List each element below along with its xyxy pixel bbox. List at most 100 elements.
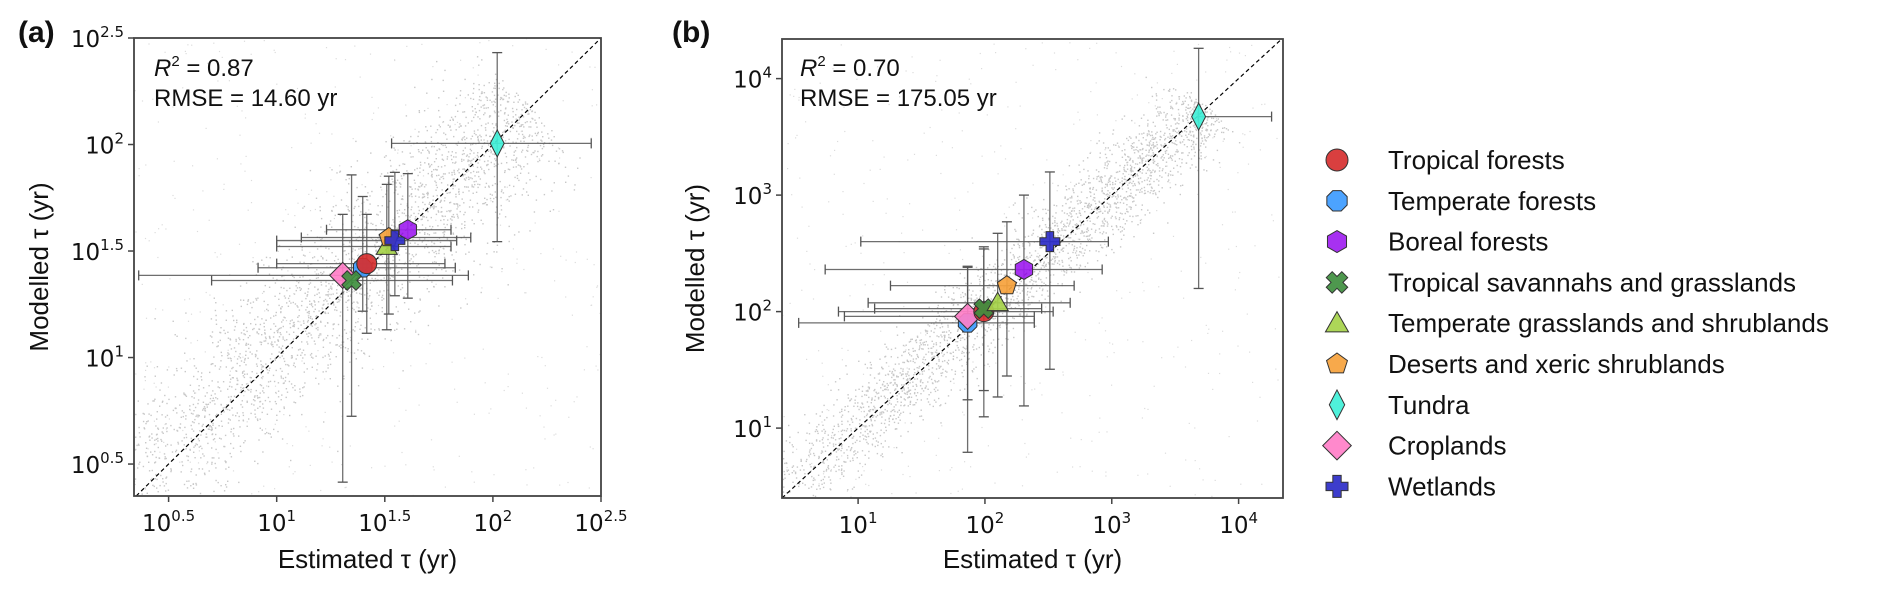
cloud-point — [856, 439, 858, 442]
cloud-point — [947, 359, 950, 362]
cloud-point — [1148, 131, 1150, 133]
cloud-point — [988, 324, 990, 326]
cloud-point — [189, 461, 191, 463]
cloud-point — [233, 356, 236, 358]
cloud-point — [440, 143, 443, 146]
cloud-point — [438, 250, 440, 252]
cloud-point — [1096, 217, 1098, 219]
cloud-point — [463, 235, 465, 237]
cloud-point — [186, 480, 188, 482]
cloud-point — [599, 312, 601, 314]
cloud-point — [233, 329, 236, 331]
cloud-point — [438, 148, 440, 150]
cloud-point — [979, 276, 982, 278]
cloud-point — [1196, 137, 1198, 140]
cloud-point — [536, 155, 538, 158]
cloud-point — [516, 157, 518, 159]
cloud-point — [818, 455, 820, 458]
cloud-point — [916, 392, 919, 394]
cloud-point — [1220, 120, 1223, 122]
cloud-point — [971, 370, 973, 372]
cloud-point — [359, 76, 361, 78]
data-markers — [329, 128, 505, 291]
cloud-point — [453, 203, 455, 205]
cloud-point — [548, 137, 550, 139]
cloud-point — [1165, 149, 1168, 152]
cloud-point — [435, 252, 438, 255]
cloud-point — [1121, 150, 1123, 152]
cloud-point — [464, 169, 466, 171]
cloud-point — [394, 425, 396, 427]
cloud-point — [1169, 170, 1172, 172]
cloud-point — [417, 220, 419, 223]
cloud-point — [1170, 114, 1173, 116]
cloud-point — [486, 253, 488, 255]
cloud-point — [235, 415, 237, 417]
tick-exponent: 2 — [114, 130, 124, 148]
cloud-point — [1150, 147, 1152, 150]
cloud-point — [346, 291, 348, 293]
cloud-point — [306, 321, 309, 323]
cloud-point — [238, 481, 240, 484]
cloud-point — [472, 206, 474, 208]
cloud-point — [934, 381, 937, 383]
cloud-point — [921, 387, 923, 390]
cloud-point — [535, 134, 538, 137]
cloud-point — [409, 216, 411, 218]
cloud-point — [778, 494, 779, 495]
cloud-point — [946, 371, 948, 373]
cloud-point — [481, 92, 483, 94]
cloud-point — [237, 379, 239, 382]
cloud-point — [1097, 208, 1100, 210]
cloud-point — [234, 388, 237, 391]
cloud-point — [1156, 143, 1158, 146]
cloud-point — [1043, 282, 1045, 284]
tundrapoint — [489, 128, 505, 158]
cloud-point — [1173, 142, 1175, 144]
cloud-point — [1067, 236, 1069, 238]
cloud-point — [540, 178, 542, 181]
cloud-point — [868, 425, 871, 427]
cloud-point — [907, 371, 909, 373]
cloud-point — [141, 493, 143, 495]
cloud-point — [318, 292, 320, 294]
cloud-point — [529, 108, 531, 111]
cloud-point — [534, 150, 536, 152]
cloud-point — [229, 357, 231, 359]
cloud-point — [184, 527, 185, 528]
cloud-point — [1131, 146, 1134, 148]
cloud-point — [942, 368, 944, 371]
tick-base: 10 — [358, 511, 387, 537]
cloud-point — [204, 407, 206, 410]
cloud-point — [411, 195, 413, 198]
cloud-point — [420, 218, 422, 221]
cloud-point — [1062, 235, 1065, 237]
cloud-point — [1174, 160, 1176, 162]
cloud-point — [925, 385, 927, 387]
cloud-point — [800, 460, 802, 462]
cloud-point — [331, 461, 333, 463]
cloud-point — [1157, 165, 1159, 167]
cloud-point — [418, 110, 420, 112]
cloud-point — [310, 230, 312, 232]
cloud-point — [419, 171, 421, 173]
cloud-point — [426, 210, 429, 212]
cloud-point — [484, 112, 486, 114]
cloud-point — [269, 337, 271, 340]
cloud-point — [1041, 235, 1043, 238]
cloud-point — [1106, 206, 1108, 208]
cloud-point — [522, 137, 525, 139]
cloud-point — [458, 172, 460, 174]
cloud-point — [238, 415, 240, 418]
cloud-point — [260, 360, 262, 362]
cloud-point — [554, 280, 556, 282]
cloud-point — [897, 422, 900, 424]
cloud-point — [943, 338, 945, 340]
cloud-point — [1194, 151, 1196, 154]
cloud-point — [302, 357, 304, 359]
cloud-point — [1132, 176, 1134, 178]
cloud-point — [350, 166, 352, 168]
cloud-point — [1115, 211, 1118, 213]
cloud-point — [440, 200, 442, 202]
cloud-point — [465, 238, 467, 241]
